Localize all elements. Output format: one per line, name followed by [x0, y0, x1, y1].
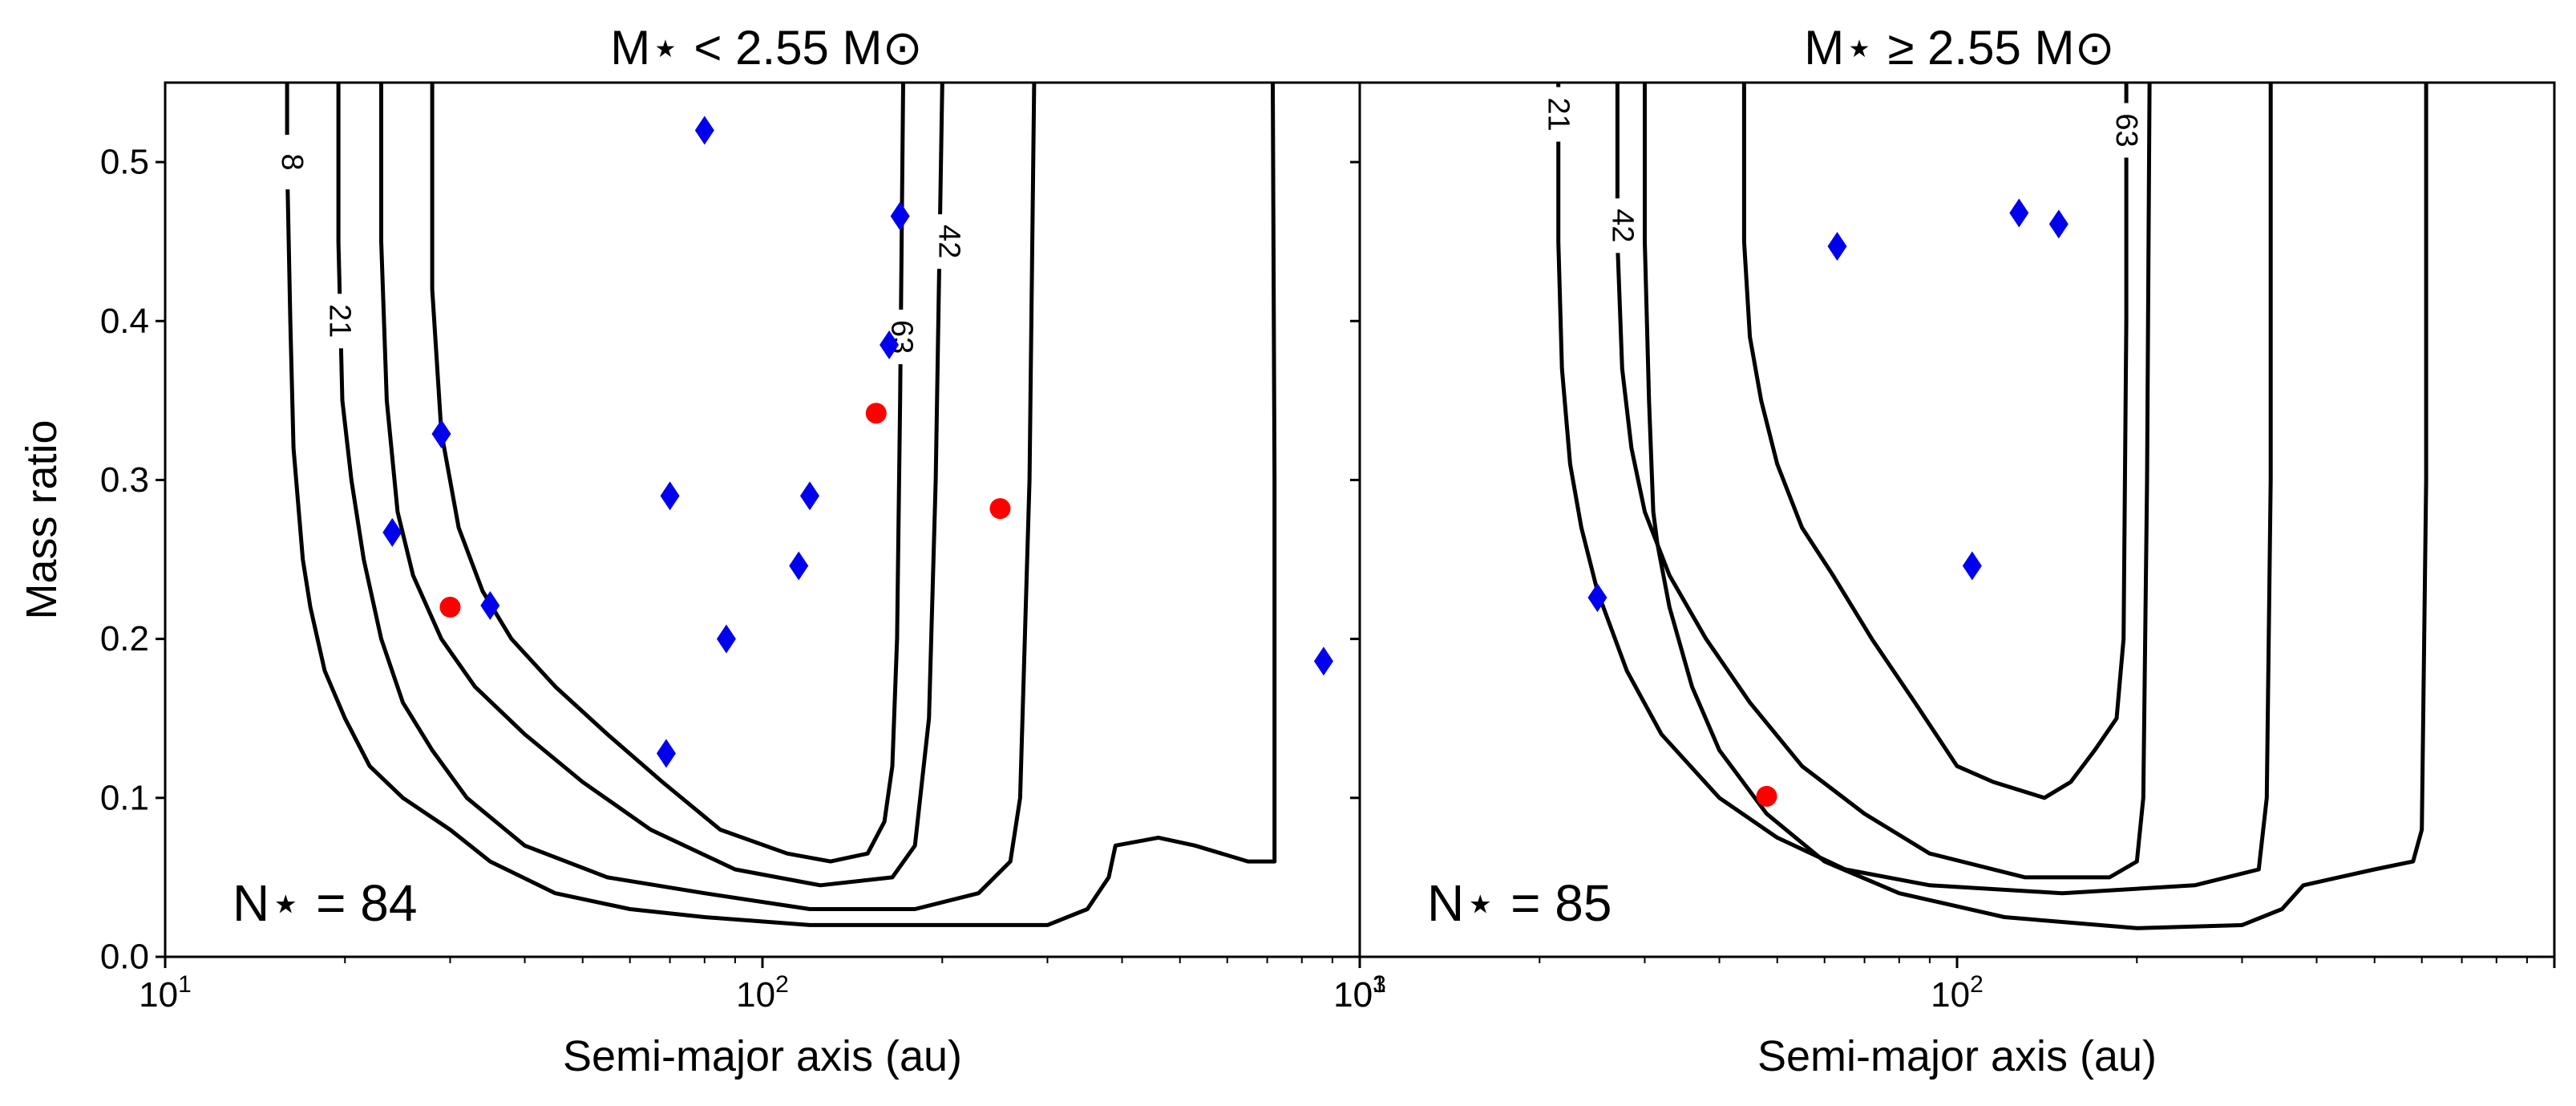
diamond-marker: [2048, 209, 2068, 239]
circle-marker: [865, 403, 887, 424]
diamond-marker: [480, 591, 500, 621]
x-tick-label: 102: [1931, 971, 1984, 1015]
diamond-marker: [656, 739, 676, 768]
circle-marker: [1756, 785, 1777, 807]
left-sample-size: N⋆ = 84: [233, 874, 417, 932]
contour-label-bg: [1603, 198, 1642, 253]
diamond-marker: [1587, 583, 1607, 613]
diamond-marker: [1827, 232, 1847, 261]
diamond-marker: [716, 624, 736, 654]
diamond-marker: [694, 115, 714, 145]
y-axis-label: Mass ratio: [18, 419, 66, 619]
y-tick-label: 0.5: [100, 143, 149, 182]
contour-line-63: [430, 82, 905, 864]
x-tick-label: 103: [1333, 971, 1386, 1015]
right-data-points: [1587, 198, 2068, 807]
right-panel-title: M⋆ ≥ 2.55 M⊙: [1804, 21, 2115, 75]
diamond-marker: [431, 419, 451, 448]
right-sample-size: N⋆ = 85: [1427, 874, 1612, 932]
circle-marker: [439, 597, 461, 618]
contour-label-bg: [2107, 103, 2146, 158]
contour-line-42: [1615, 82, 2152, 880]
y-tick-label: 0.2: [100, 619, 149, 658]
circle-marker: [989, 498, 1011, 520]
right-panel: M⋆ ≥ 2.55 M⊙ 21 42 63 101 102 N⋆ = 85 Semi-…: [1333, 21, 2556, 1080]
right-plot-frame: [1358, 81, 2556, 958]
right-contours: [1556, 82, 2428, 930]
contour-label-bg: [929, 214, 969, 269]
diamond-marker: [1962, 551, 1982, 581]
right-x-axis-label: Semi-major axis (au): [1757, 1032, 2157, 1080]
diamond-marker: [382, 517, 402, 547]
contour-label: 42: [1605, 209, 1639, 242]
diamond-marker: [880, 330, 900, 359]
contour-label: 8: [275, 154, 309, 171]
left-data-points: [382, 115, 1333, 768]
diamond-marker: [789, 551, 809, 581]
diamond-marker: [799, 481, 819, 511]
contour-line-21: [336, 82, 1037, 911]
contour-label: 63: [2109, 113, 2143, 147]
right-contour-labels: 21 42 63: [1539, 87, 2146, 253]
y-tick-label: 0.1: [100, 778, 149, 817]
contour-label-bg: [320, 294, 359, 349]
diamond-marker: [660, 481, 680, 511]
left-axis-ticks: 0.0 0.1 0.2 0.3 0.4 0.5 101 102 103: [100, 143, 1386, 1015]
contour-line-8: [1643, 83, 2428, 930]
x-tick-label: 101: [1333, 971, 1386, 1015]
contour-line-21: [1556, 83, 2273, 896]
diamond-marker: [2009, 198, 2029, 228]
diamond-marker: [1313, 646, 1333, 676]
x-tick-label: 101: [139, 971, 192, 1015]
contour-label-bg: [273, 135, 312, 190]
diamond-marker: [890, 201, 910, 231]
x-tick-label: 102: [736, 971, 789, 1015]
left-x-axis-label: Semi-major axis (au): [563, 1032, 962, 1080]
left-plot-frame: [164, 81, 1361, 958]
contour-label-bg: [1539, 87, 1578, 142]
contour-line-42: [379, 82, 944, 888]
contour-label: 21: [323, 304, 357, 338]
contour-line-63: [1741, 83, 2129, 800]
y-tick-label: 0.0: [100, 938, 149, 977]
contour-label: 21: [1542, 97, 1575, 131]
left-panel-title: M⋆ < 2.55 M⊙: [610, 21, 923, 75]
left-contours: [285, 82, 1277, 927]
y-tick-label: 0.4: [100, 302, 149, 341]
contour-line-8: [285, 82, 1277, 927]
right-axis-ticks: 101 102: [1333, 160, 2556, 1015]
contour-label: 42: [932, 225, 965, 258]
y-tick-label: 0.3: [100, 460, 149, 500]
